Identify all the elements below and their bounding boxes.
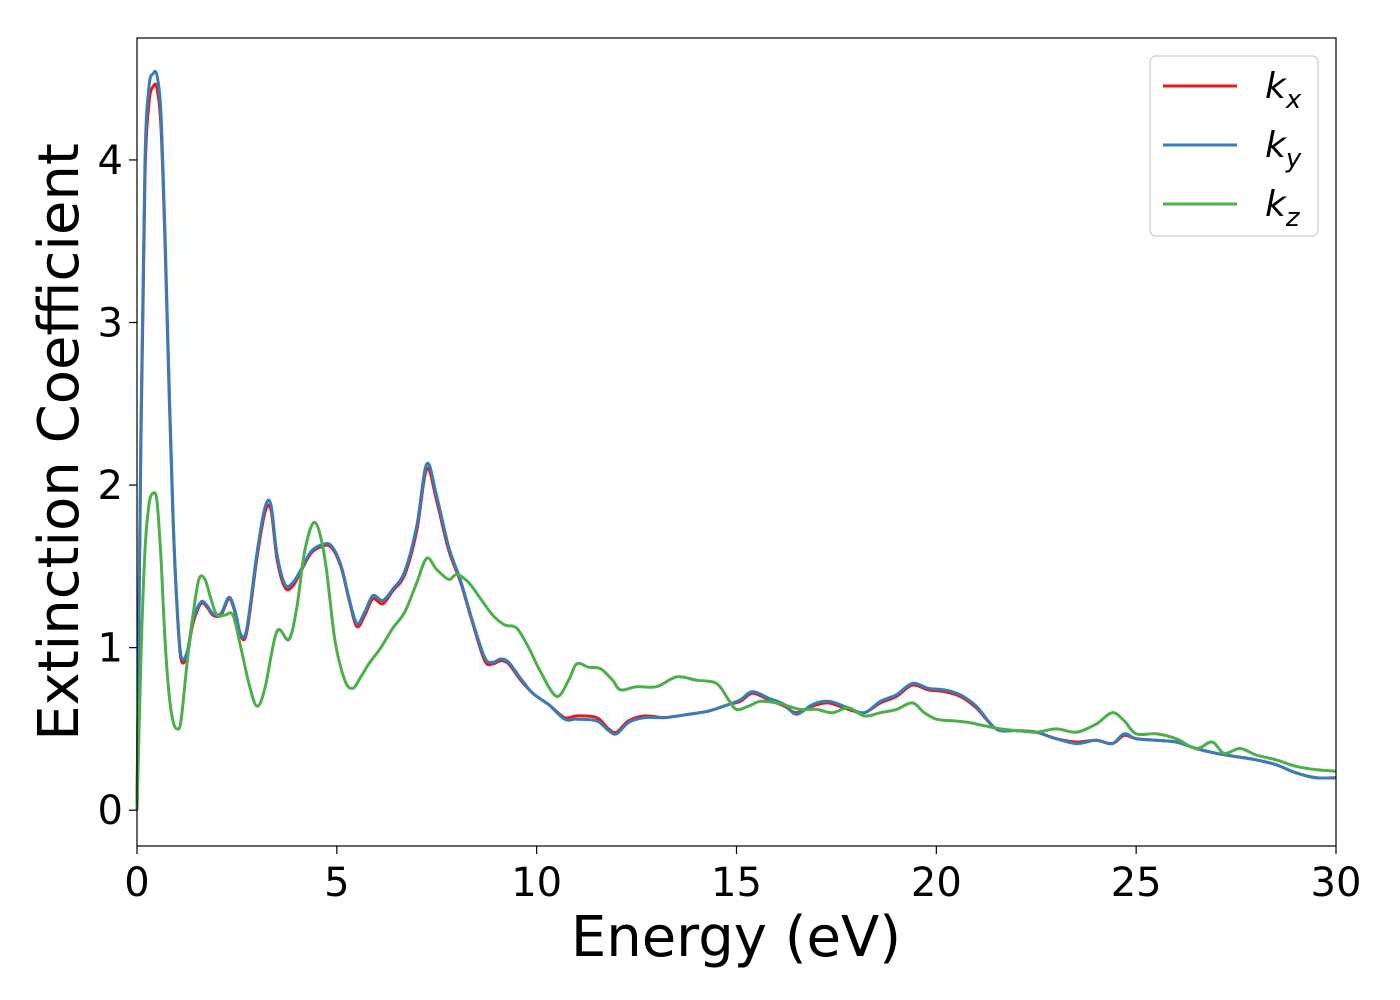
x-tick-label: 30 <box>1311 860 1362 906</box>
y-tick-label: 0 <box>98 788 123 834</box>
series-layer <box>135 69 1337 811</box>
y-tick-label: 3 <box>98 301 123 347</box>
legend-label-ky: ky <box>1265 125 1302 174</box>
x-tick-label: 10 <box>511 860 562 906</box>
x-tick-label: 0 <box>124 860 149 906</box>
y-tick-label: 2 <box>98 463 123 509</box>
series-line-kz <box>135 491 1337 811</box>
x-tick-label: 25 <box>1111 860 1162 906</box>
x-tick-label: 15 <box>711 860 762 906</box>
x-tick-label: 20 <box>911 860 962 906</box>
x-tick-label: 5 <box>324 860 349 906</box>
plot-background <box>137 38 1336 846</box>
y-tick-label: 1 <box>98 626 123 672</box>
y-axis-title: Extinction Coefficient <box>27 143 92 741</box>
ticks-layer: 0 5 10 15 20 25 30 0 1 2 3 4 <box>98 138 1362 906</box>
x-axis-title: Energy (eV) <box>571 905 901 970</box>
legend-label-kx: kx <box>1265 66 1302 115</box>
y-tick-label: 4 <box>98 138 123 184</box>
